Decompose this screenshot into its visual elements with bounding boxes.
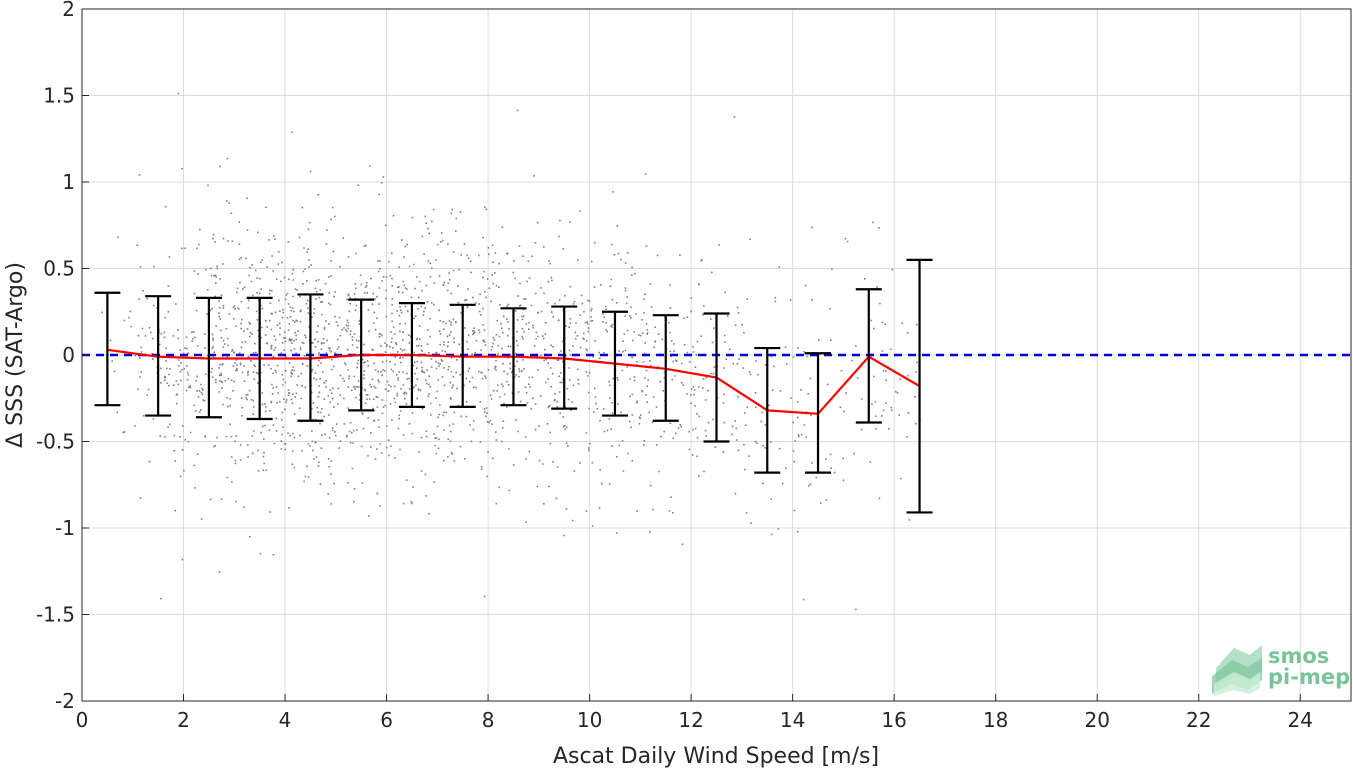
logo-line2: pi-mep bbox=[1268, 665, 1350, 689]
x-tick-label: 10 bbox=[577, 708, 602, 732]
error-bar bbox=[348, 298, 375, 412]
error-bar bbox=[145, 295, 172, 417]
x-tick-label: 22 bbox=[1186, 708, 1211, 732]
smos-pi-mep-logo: smos pi-mep bbox=[1212, 644, 1350, 696]
x-tick-label: 8 bbox=[482, 708, 495, 732]
x-tick-label: 14 bbox=[780, 708, 805, 732]
error-bar bbox=[855, 288, 882, 424]
x-tick-label: 24 bbox=[1288, 708, 1313, 732]
x-tick-label: 6 bbox=[380, 708, 393, 732]
x-tick-label: 16 bbox=[881, 708, 906, 732]
y-tick-label: -1.5 bbox=[36, 603, 75, 627]
error-bars bbox=[94, 258, 933, 514]
y-axis-label: Δ SSS (SAT-Argo) bbox=[3, 262, 28, 448]
error-bar bbox=[449, 303, 476, 408]
error-bar bbox=[195, 296, 222, 419]
y-tick-label: -0.5 bbox=[36, 430, 75, 454]
error-bar bbox=[398, 302, 425, 408]
y-axis-ticks: -2 -1.5 -1 -0.5 0 0.5 1 1.5 2 bbox=[36, 0, 89, 713]
x-axis-label: Ascat Daily Wind Speed [m/s] bbox=[553, 744, 879, 769]
x-tick-label: 12 bbox=[678, 708, 703, 732]
x-tick-label: 0 bbox=[76, 708, 89, 732]
error-bar bbox=[297, 293, 324, 422]
y-tick-label: 2 bbox=[62, 0, 75, 21]
error-bar bbox=[94, 291, 121, 407]
y-tick-label: -2 bbox=[55, 689, 75, 713]
error-bar bbox=[805, 352, 832, 474]
error-bar bbox=[601, 310, 628, 417]
x-tick-label: 18 bbox=[983, 708, 1008, 732]
error-bar bbox=[906, 258, 933, 514]
error-bar bbox=[754, 346, 781, 474]
x-axis-ticks: 0 2 4 6 8 10 12 14 16 18 20 22 24 bbox=[76, 694, 1313, 732]
y-tick-label: 1.5 bbox=[43, 84, 75, 108]
y-tick-label: 0.5 bbox=[43, 257, 75, 281]
y-tick-label: 1 bbox=[62, 170, 75, 194]
error-bar bbox=[500, 307, 527, 407]
error-bar bbox=[652, 314, 679, 422]
error-bar bbox=[551, 305, 578, 410]
x-tick-label: 20 bbox=[1084, 708, 1109, 732]
logo-line1: smos bbox=[1268, 644, 1329, 668]
y-tick-label: -1 bbox=[55, 516, 75, 540]
logo-wave-icon bbox=[1212, 645, 1262, 696]
x-tick-label: 4 bbox=[279, 708, 292, 732]
error-bar bbox=[246, 296, 273, 421]
y-tick-label: 0 bbox=[62, 343, 75, 367]
x-tick-label: 2 bbox=[177, 708, 190, 732]
error-bar bbox=[703, 312, 730, 443]
